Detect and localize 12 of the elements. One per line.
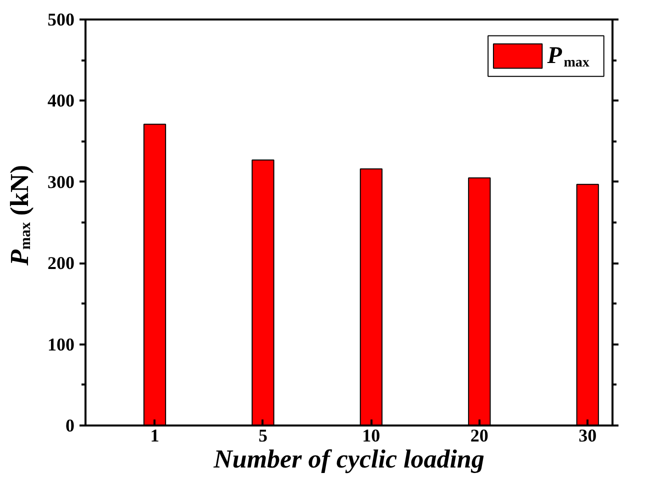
x-tick-label: 20: [470, 426, 488, 446]
y-tick-label: 0: [66, 416, 74, 436]
y-tick-label: 400: [48, 90, 74, 111]
y-tick-label: 300: [48, 172, 74, 192]
x-tick-label: 30: [578, 426, 597, 446]
y-tick-label: 500: [48, 10, 74, 30]
x-tick-label: 10: [362, 426, 380, 446]
x-tick-label: 1: [150, 426, 160, 446]
y-tick-label: 100: [48, 334, 74, 354]
x-axis-title: Number of cyclic loading: [212, 444, 484, 474]
y-tick-label: 200: [48, 253, 74, 274]
x-tick-label: 5: [258, 426, 268, 446]
